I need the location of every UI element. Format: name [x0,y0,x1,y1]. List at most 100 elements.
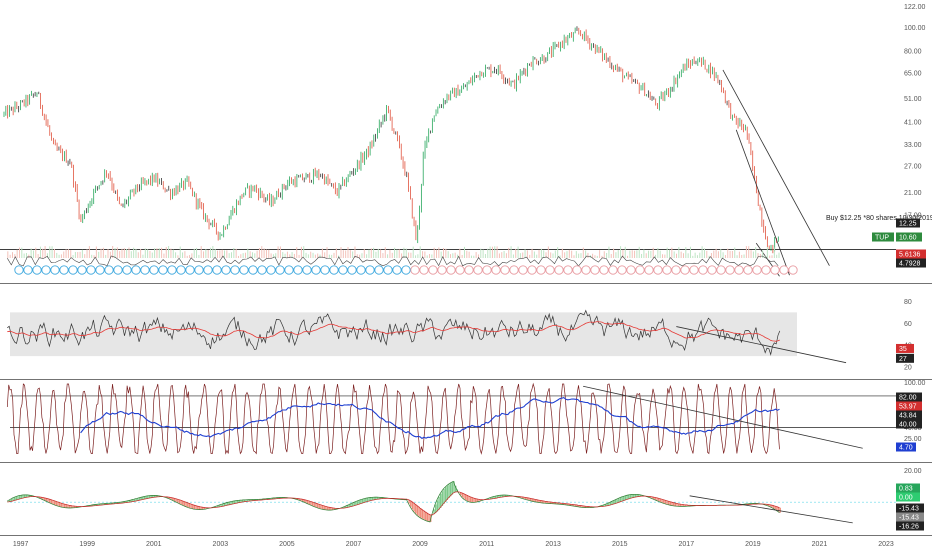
macd-hist-bar [489,497,492,500]
volume-bar [643,249,645,258]
macd-hist-bar [112,502,114,505]
volume-bar [240,254,242,258]
signal-marker [50,265,60,275]
macd-hist-bar [177,499,179,503]
volume-bar [599,250,601,258]
macd-hist-bar [679,503,682,507]
volume-bar [624,246,626,258]
volume-bar [112,246,114,258]
macd-hist-bar [195,505,197,510]
volume-bar [738,251,740,258]
macd-hist-bar [435,504,437,514]
macd-hist-bar [573,504,575,507]
signal-marker [14,265,24,275]
macd-hist-bar [77,506,79,508]
signal-marker [149,265,159,275]
signal-marker [320,265,330,275]
volume-bar [16,249,18,258]
macd-hist-bar [305,499,307,503]
macd-hist-bar [217,505,219,508]
volume-bar [149,250,151,258]
volume-bar [417,254,419,258]
macd-hist-bar [180,500,182,505]
macd-hist-bar [345,506,347,508]
macd-hist-bar [453,481,455,493]
macd-hist-bar [38,496,41,499]
macd-hist-bar [469,496,472,503]
macd-hist-bar [454,485,457,493]
volume-bar [324,252,326,258]
macd-hist-bar [233,500,236,504]
volume-bar [741,254,743,258]
volume-bar [375,251,377,258]
macd-tag-b-bg [896,492,920,502]
volume-bar [608,246,610,258]
volume-bar [179,246,181,258]
volume-bar [263,248,265,258]
macd-hist-bar [215,506,217,508]
volume-bar [293,253,295,258]
volume-bar [49,246,51,258]
macd-hist-bar [241,499,244,503]
signal-marker [446,265,456,275]
macd-hist-bar [48,499,51,503]
volume-bar [98,251,100,258]
volume-bar [394,247,396,258]
macd-hist-bar [471,497,474,503]
macd-hist-bar [90,505,92,507]
macd-hist-bar [197,505,199,510]
volume-bar [317,253,319,258]
macd-hist-bar [235,500,237,504]
volume-bar [321,248,323,258]
volume-bar [615,252,617,258]
macd-hist-bar [148,495,151,499]
macd-hist-bar [569,504,572,506]
y-tick-label: 60 [904,321,912,328]
macd-hist-bar [496,495,498,499]
volume-bar [244,252,246,258]
volume-bar [109,251,111,258]
macd-hist-bar [564,503,567,505]
macd-hist-bar [63,503,66,508]
macd-hist-bar [18,495,21,500]
macd-hist-bar [518,496,520,498]
macd-hist-bar [330,507,332,511]
x-tick-label: 2001 [146,541,162,548]
volume-bar [300,246,302,258]
macd-hist-bar [425,511,427,521]
signal-marker [671,265,681,275]
price-tag-last: 10.60 [896,232,922,242]
macd-hist-bar [371,497,374,501]
volume-bar [696,255,698,258]
macd-hist-bar [108,503,111,505]
macd-hist-bar [636,494,638,497]
volume-bar [727,248,729,258]
volume-bar [689,246,691,258]
macd-tag-b: 0.00 [896,492,920,502]
volume-bar [289,254,291,258]
volume-bar [687,253,689,258]
y-tick-label: 65.00 [904,71,922,78]
y-tick-label: 100.00 [904,25,926,32]
macd-hist-bar [654,497,657,500]
volume-bar [230,252,232,258]
macd-hist-bar [313,502,315,507]
macd-hist-bar [193,504,196,510]
volume-bar [305,252,307,258]
y-tick-label: 80.00 [904,49,922,56]
volume-bar [694,252,696,258]
volume-bar [156,248,158,258]
volume-bar [745,246,747,258]
volume-bar [140,249,142,258]
volume-bar [655,254,657,258]
macd-hist-bar [772,505,775,509]
macd-hist-bar [157,495,159,497]
volume-bar [135,248,137,258]
signal-marker [293,265,303,275]
stoch-tag-e-bg [896,442,916,452]
volume-bar [692,255,694,258]
volume-bar [265,249,267,258]
macd-hist-bar [559,503,562,505]
stochastic-line [6,382,780,455]
price-tag-indicator-a-bg [896,249,926,259]
